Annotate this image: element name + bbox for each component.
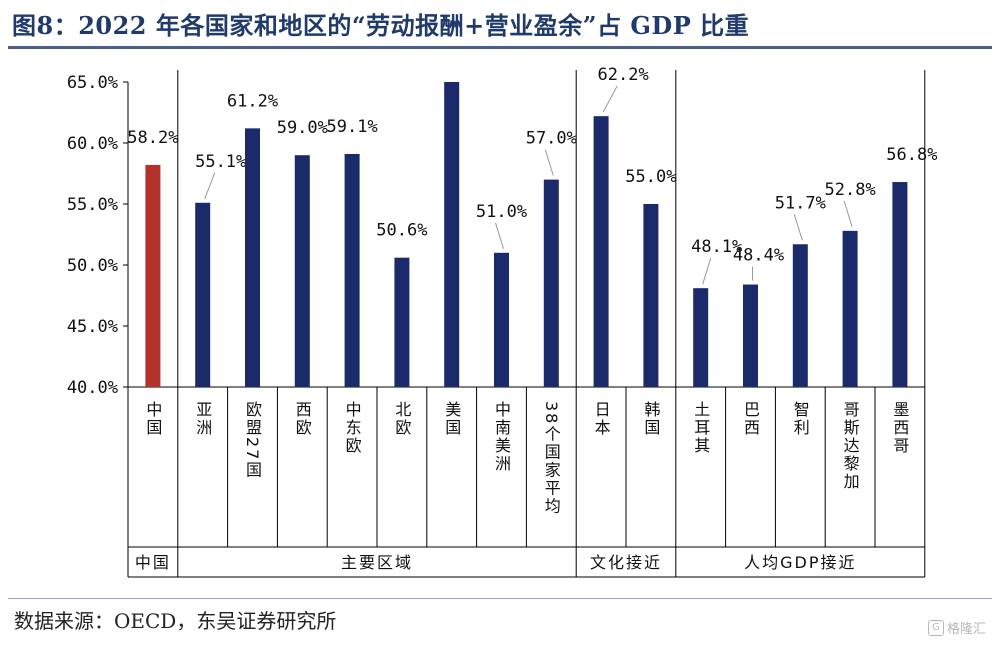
bar-14 (792, 244, 808, 387)
group-label: 人均GDP接近 (744, 553, 856, 572)
leader-line (702, 258, 712, 285)
leader-line (843, 200, 853, 227)
category-label: 中东欧 (343, 401, 362, 455)
category-label: 中南美洲 (492, 401, 511, 473)
bar-5 (344, 153, 360, 387)
bar-8 (494, 252, 509, 387)
category-label: 哥斯达黎加 (841, 401, 860, 491)
category-label: 韩国 (641, 401, 660, 437)
bar-2 (195, 202, 211, 387)
source-note: 数据来源：OECD，东吴证券研究所 (14, 609, 337, 633)
group-label: 中国 (135, 553, 171, 572)
y-tick-label: 60.0% (67, 134, 118, 154)
data-label: 61.2% (227, 91, 278, 111)
category-label: 墨西哥 (890, 401, 909, 455)
source-divider (8, 598, 992, 599)
category-label: 亚洲 (193, 401, 212, 437)
leader-line (495, 222, 504, 249)
category-label: 中国 (143, 401, 162, 437)
data-label: 51.7% (775, 193, 826, 213)
watermark-text: 格隆汇 (946, 622, 986, 637)
category-label: 日本 (592, 401, 611, 437)
y-tick-label: 45.0% (67, 317, 118, 337)
category-label: 西欧 (293, 401, 312, 437)
chart-area: 40.0% 45.0% 50.0% 55.0% 60.0% 65.0% 58.2% 中国 55.… (8, 50, 992, 595)
data-label: 57.0% (526, 129, 577, 149)
leader-line (204, 172, 216, 199)
watermark: G 格隆汇 (927, 618, 986, 637)
bar-12 (693, 288, 709, 387)
category-label: 美国 (442, 401, 461, 437)
leader-line (602, 85, 618, 113)
bar-chart: 40.0% 45.0% 50.0% 55.0% 60.0% 65.0% 58.2% 中国 55.… (67, 65, 937, 578)
bar-15 (842, 230, 858, 387)
data-label: 58.2% (127, 128, 178, 148)
bar-7 (444, 82, 460, 387)
leader-line (544, 149, 554, 176)
bar-11 (643, 204, 659, 387)
bar-13 (743, 284, 758, 387)
bar-16 (892, 182, 908, 387)
group-label: 主要区域 (341, 553, 413, 572)
leader-line (793, 214, 803, 241)
data-label: 55.0% (625, 167, 676, 187)
category-label: 智利 (791, 401, 810, 437)
bar-10 (593, 116, 609, 387)
category-label: 巴西 (741, 401, 760, 437)
bar-6 (394, 257, 410, 387)
category-label: 38个国家平均 (542, 401, 561, 515)
y-tick-label: 40.0% (67, 378, 118, 398)
data-label: 62.2% (598, 65, 649, 85)
data-label: 56.8% (886, 145, 937, 165)
group-label: 文化接近 (590, 553, 662, 572)
bar-3 (245, 128, 260, 388)
data-label: 59.1% (327, 117, 378, 137)
data-label: 51.0% (476, 202, 527, 222)
category-label: 土耳其 (691, 401, 710, 455)
data-label: 50.6% (376, 221, 427, 241)
bar-1 (145, 164, 161, 387)
y-tick-label: 50.0% (67, 256, 118, 276)
data-label: 48.1% (691, 237, 742, 257)
watermark-logo-icon: G (927, 619, 944, 636)
category-label: 北欧 (392, 401, 411, 437)
title-divider (8, 46, 992, 49)
data-label: 55.1% (195, 152, 246, 172)
category-label: 欧盟27国 (243, 401, 262, 479)
data-label: 48.4% (733, 246, 784, 266)
bar-4 (294, 155, 310, 387)
data-label: 59.0% (277, 118, 328, 138)
data-label: 52.8% (825, 180, 876, 200)
bar-9 (543, 179, 559, 387)
chart-title: 图8：2022 年各国家和地区的“劳动报酬+营业盈余”占 GDP 比重 (12, 11, 750, 40)
y-tick-label: 65.0% (67, 73, 118, 93)
y-tick-label: 55.0% (67, 195, 118, 215)
